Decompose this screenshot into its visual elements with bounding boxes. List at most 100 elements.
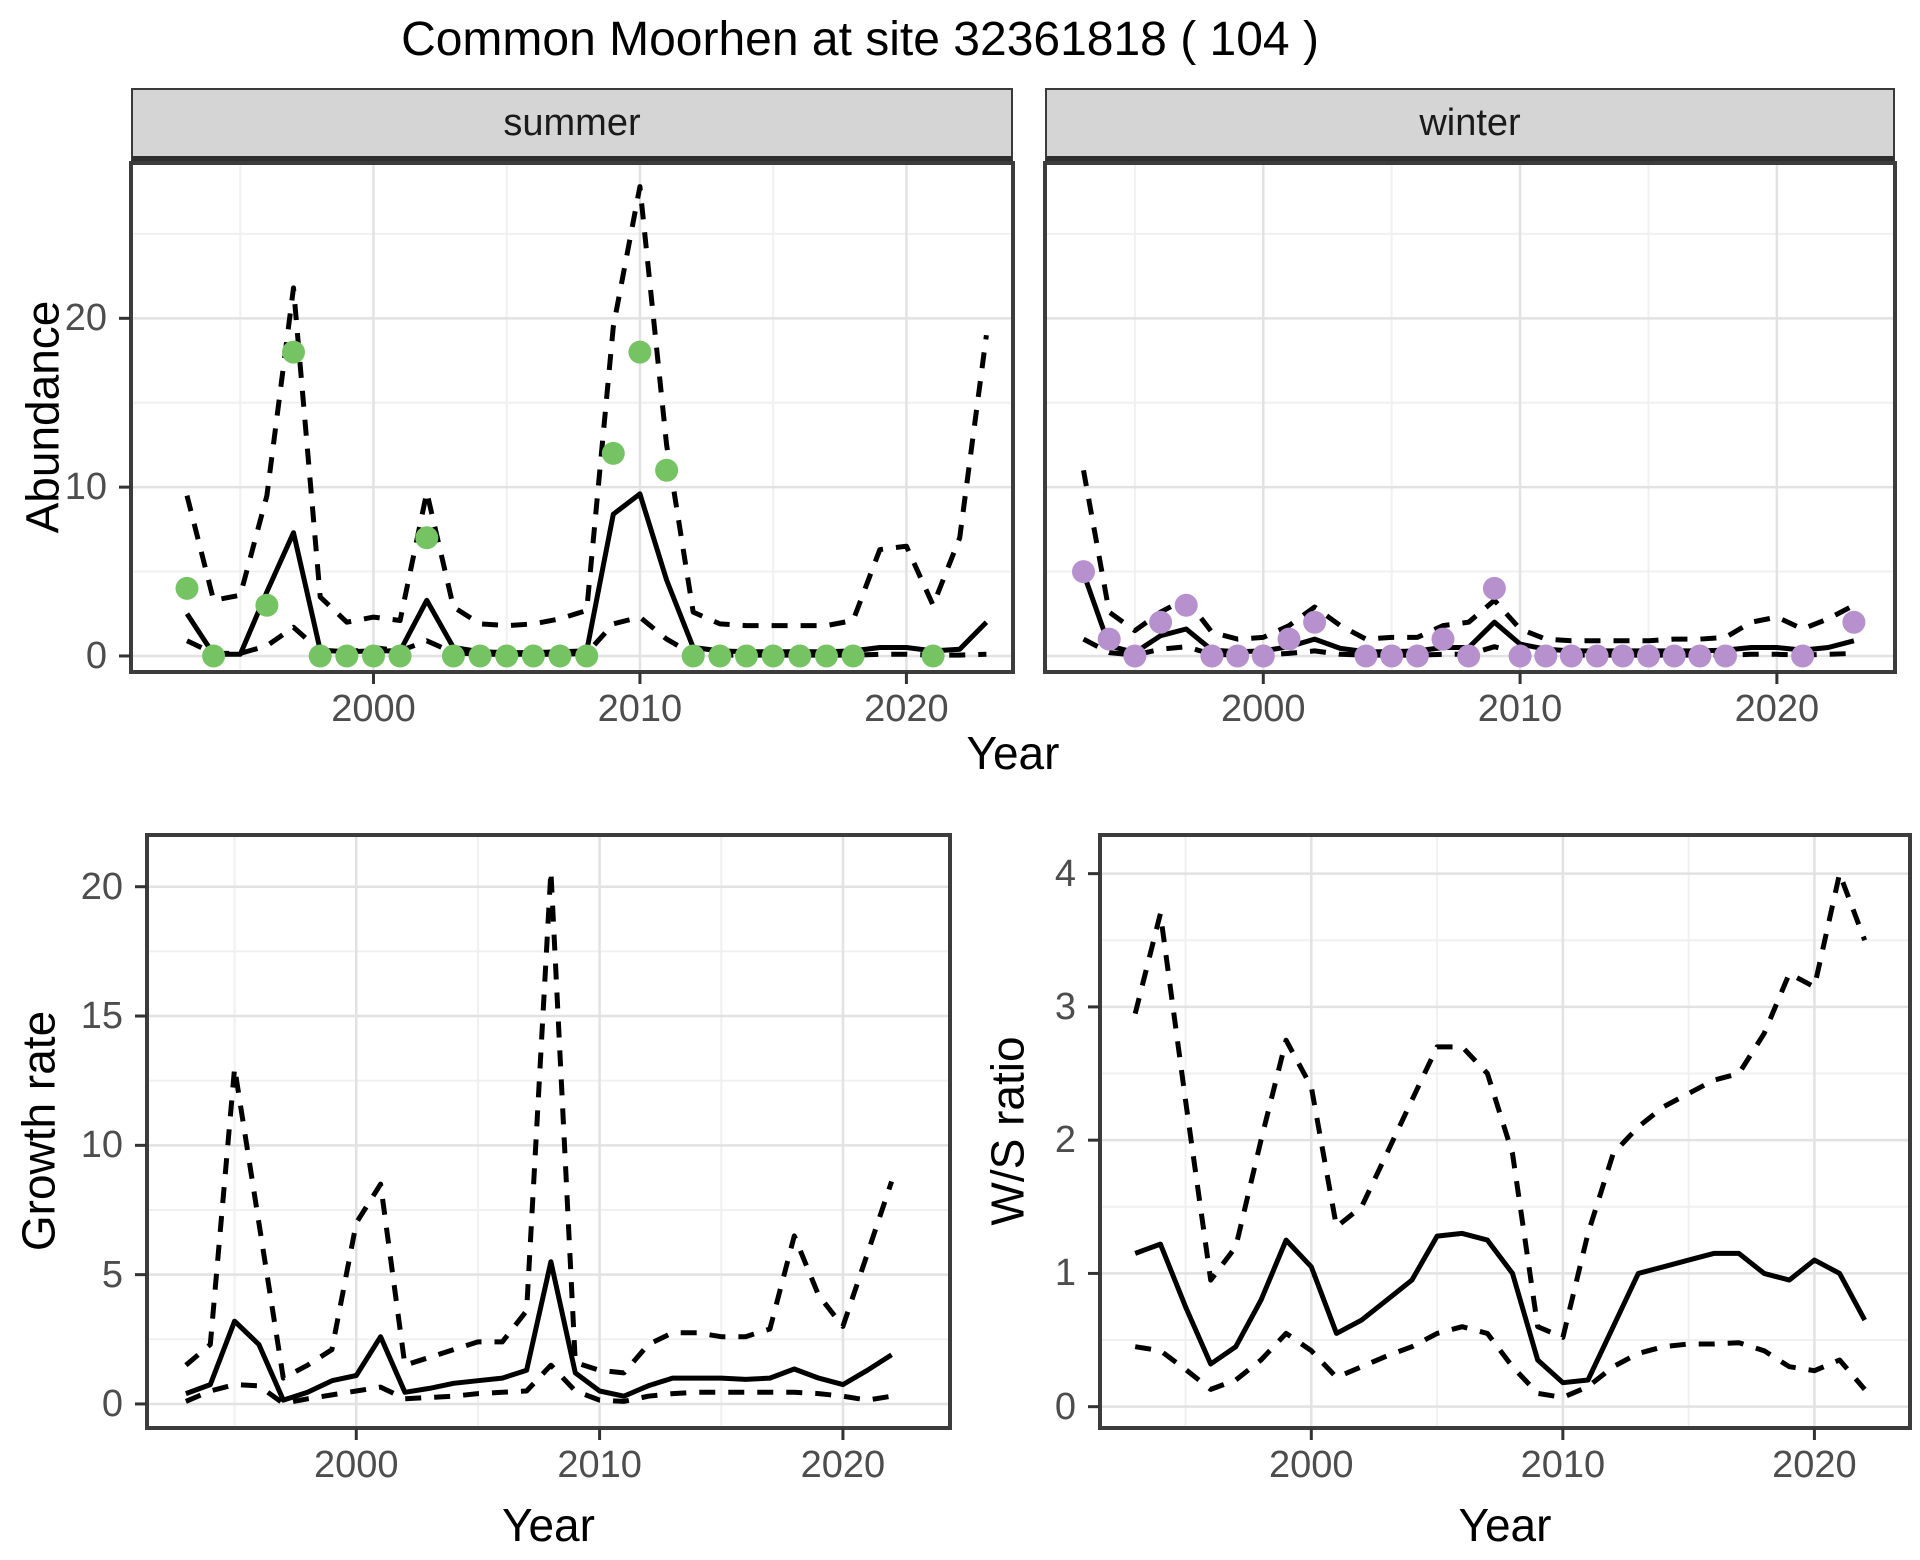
panel-border [145, 833, 952, 1430]
median-line [1081, 572, 1855, 656]
facet-label-summer: summer [503, 101, 641, 144]
observation-point [1585, 644, 1609, 668]
upper-ci-line [184, 868, 894, 1381]
observation-point [175, 576, 199, 600]
observation-point [1688, 644, 1712, 668]
y-tick-label: 10 [80, 1124, 123, 1167]
observation-point [1149, 610, 1173, 634]
observation-point [1226, 644, 1250, 668]
x-tick-label: 2020 [1734, 688, 1820, 730]
x-tick-label: 2020 [800, 1444, 886, 1486]
facet-strip-summer: summer [131, 88, 1013, 162]
observation-point [1662, 644, 1686, 668]
y-tick-label: 4 [1054, 852, 1076, 895]
observation-point [468, 644, 492, 668]
observation-point [841, 644, 865, 668]
observation-point [1072, 560, 1095, 584]
x-tick-label: 2000 [331, 688, 416, 730]
observation-point [388, 644, 412, 668]
median-line [185, 1259, 893, 1403]
observation-point [1431, 627, 1455, 651]
observation-point [1482, 576, 1506, 600]
x-tick-label: 2020 [864, 688, 949, 730]
observation-point [628, 340, 652, 364]
observation-point [1354, 644, 1378, 668]
observation-point [601, 441, 625, 465]
observation-point [921, 644, 945, 668]
panel-growth-rate [135, 833, 952, 1440]
observation-point [1123, 644, 1147, 668]
observation-point [735, 644, 758, 668]
lower-ci-line [1134, 1324, 1867, 1400]
x-tick-label: 2000 [1269, 1444, 1354, 1486]
observation-point [1303, 610, 1327, 634]
panel-border [1098, 833, 1912, 1430]
y-tick-label: 5 [101, 1253, 123, 1296]
observation-point [1508, 644, 1532, 668]
observation-point [1637, 644, 1660, 668]
observation-point [335, 644, 359, 668]
x-tick-label: 2010 [1520, 1444, 1606, 1486]
observation-point [308, 644, 332, 668]
y-tick-label: 0 [101, 1382, 123, 1425]
observation-point [1791, 644, 1815, 668]
observation-point [815, 644, 838, 668]
observation-point [1457, 644, 1481, 668]
y-axis-title-abundance: Abundance [16, 300, 69, 534]
observation-point [708, 644, 732, 668]
observation-point [681, 644, 705, 668]
observation-point [1097, 627, 1121, 651]
observation-point [655, 458, 679, 482]
observation-point [1251, 644, 1275, 668]
panel-border [129, 161, 1015, 674]
observation-point [788, 644, 812, 668]
panel-abundance-winter [1043, 161, 1897, 684]
observation-point [1200, 644, 1224, 668]
panel-ws-ratio [1088, 833, 1912, 1440]
y-tick-label: 20 [64, 297, 107, 340]
plot-title: Common Moorhen at site 32361818 ( 104 ) [401, 13, 1319, 66]
x-axis-title-ws: Year [1458, 1499, 1552, 1551]
observation-point [1380, 644, 1404, 668]
observation-point [1174, 593, 1198, 617]
observation-point [1714, 644, 1737, 668]
observation-point [1534, 644, 1558, 668]
observation-point [362, 644, 385, 668]
observation-point [1611, 644, 1635, 668]
x-tick-label: 2000 [313, 1444, 399, 1486]
y-tick-label: 0 [1054, 1385, 1076, 1428]
facet-strip-winter: winter [1045, 88, 1895, 162]
median-line [1134, 1230, 1867, 1386]
observation-point [521, 644, 545, 668]
x-tick-label: 2010 [1477, 688, 1563, 730]
x-tick-label: 2000 [1220, 688, 1306, 730]
facet-label-winter: winter [1419, 101, 1521, 144]
x-tick-label: 2010 [557, 1444, 642, 1486]
observation-point [1559, 644, 1583, 668]
upper-ci-line [1081, 469, 1856, 644]
panel-abundance-summer [119, 161, 1015, 684]
x-tick-label: 2010 [597, 688, 683, 730]
upper-ci-line [184, 184, 989, 629]
x-axis-title-top: Year [966, 727, 1060, 779]
observation-point [1277, 627, 1301, 651]
upper-ci-line [1132, 871, 1868, 1340]
observation-point [282, 340, 305, 364]
y-tick-label: 20 [80, 865, 123, 908]
observation-point [495, 644, 519, 668]
observation-point [575, 644, 599, 668]
y-tick-label: 1 [1054, 1252, 1076, 1295]
observation-point [255, 593, 279, 617]
x-axis-title-growth: Year [502, 1499, 595, 1551]
lower-ci-line [184, 1362, 892, 1406]
observation-point [548, 644, 572, 668]
y-tick-label: 15 [80, 995, 123, 1038]
observation-point [202, 644, 226, 668]
observation-point [761, 644, 785, 668]
median-line [184, 491, 989, 657]
observation-point [1842, 610, 1866, 634]
panel-border [1043, 161, 1897, 674]
y-tick-label: 2 [1054, 1119, 1076, 1162]
observation-point [1405, 644, 1429, 668]
